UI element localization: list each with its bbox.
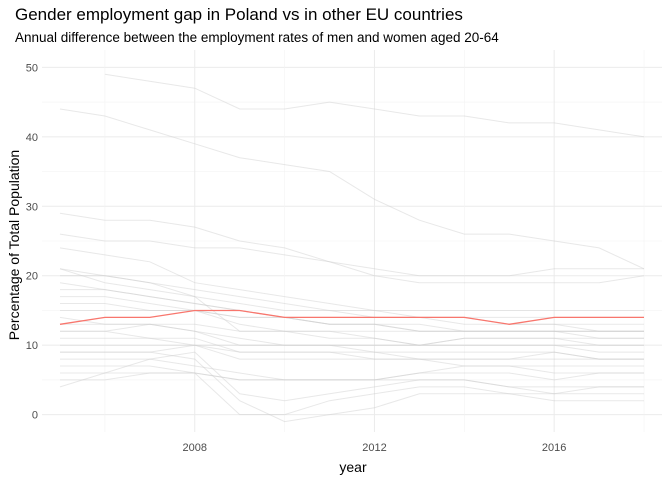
background-series-line: [60, 337, 644, 360]
background-series-line: [60, 344, 644, 360]
y-tick-label: 0: [32, 410, 38, 422]
highlight-series-line: [59, 309, 644, 325]
background-series-line: [60, 289, 644, 332]
y-tick-label: 40: [26, 132, 38, 144]
background-series-line: [60, 372, 644, 416]
highlight-series-group: [59, 309, 644, 325]
y-tick-label: 20: [26, 271, 38, 283]
background-series-line: [60, 323, 644, 346]
background-series-line: [59, 247, 644, 311]
background-series-line: [59, 233, 645, 284]
x-axis-title: year: [339, 459, 367, 475]
y-tick-label: 30: [26, 201, 38, 213]
background-series-line: [60, 351, 644, 423]
background-series-line: [59, 268, 644, 332]
background-series-line: [59, 268, 644, 346]
background-series-line: [60, 275, 644, 325]
y-tick-label: 10: [26, 340, 38, 352]
background-series-line: [60, 323, 644, 353]
x-tick-label: 2016: [542, 442, 566, 454]
grid: [42, 50, 662, 432]
background-series-line: [60, 330, 644, 360]
background-series-line: [59, 108, 645, 270]
y-axis-title: Percentage of Total Population: [6, 150, 22, 340]
x-tick-label: 2012: [362, 442, 386, 454]
background-series-line: [60, 344, 644, 374]
chart-subtitle: Annual difference between the employment…: [15, 30, 499, 45]
background-series-line: [60, 303, 644, 339]
background-series-line: [60, 365, 644, 388]
x-tick-label: 2008: [183, 442, 207, 454]
background-series-line: [59, 212, 644, 277]
background-series-line: [60, 372, 644, 381]
background-series-line: [59, 282, 644, 332]
y-tick-label: 50: [26, 62, 38, 74]
background-series-line: [104, 73, 645, 138]
background-series-group: [59, 73, 645, 423]
background-series-line: [59, 351, 644, 402]
background-series-line: [60, 296, 644, 346]
background-series-line: [60, 358, 644, 381]
background-series-line: [59, 316, 644, 332]
tick-labels: 0 10 20 30 40 50 2008 2012 2016: [26, 62, 567, 454]
chart-title: Gender employment gap in Poland vs in ot…: [15, 5, 463, 24]
